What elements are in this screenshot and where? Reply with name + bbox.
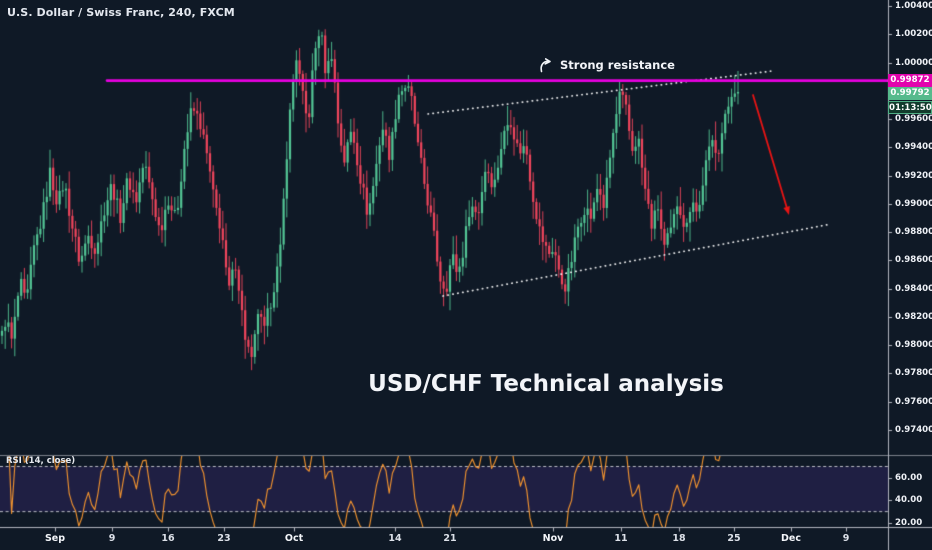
time-tick-label: 23 [217,533,231,544]
watermark-text: USD/CHF Technical analysis [368,371,724,397]
time-tick-label: Sep [44,533,66,544]
price-tick-label: 0.98600 [895,255,932,266]
countdown-badge: 01:13:50 [888,100,932,114]
price-axis[interactable]: 0.99872 0.99792 01:13:50 1.00400 1.00200 1… [888,0,932,550]
time-tick-label: 25 [727,533,741,544]
time-tick-label: Oct [284,533,304,544]
time-tick-label: 11 [614,533,628,544]
time-tick-label: 9 [108,533,116,544]
resistance-price-badge[interactable]: 0.99872 [888,74,932,88]
price-tick-label: 0.97800 [895,368,932,379]
time-tick-label: 9 [842,533,850,544]
time-tick-label: 16 [161,533,175,544]
price-tick-label: 0.99600 [895,114,932,125]
hand-drawn-arrow-icon [540,58,551,73]
time-tick-label: 21 [443,533,457,544]
time-tick-label: Nov [542,533,564,544]
price-tick-label: 0.98400 [895,283,932,294]
price-tick-label: 0.99000 [895,198,932,209]
price-tick-label: 0.97600 [895,396,932,407]
price-tick-label: 0.98000 [895,340,932,351]
strong-resistance-label: Strong resistance [560,57,675,72]
price-tick-label: 1.00400 [895,1,932,11]
price-tick-label: 0.98200 [895,311,932,322]
price-tick-label: 0.98800 [895,227,932,238]
time-tick-label: 14 [388,533,402,544]
time-tick-label: Dec [781,533,801,544]
rsi-tick-label: 40.00 [895,495,923,506]
price-tick-label: 1.00000 [895,57,932,68]
rsi-tick-label: 20.00 [895,517,923,528]
price-tick-label: 0.99200 [895,170,932,181]
rsi-tick-label: 60.00 [895,472,923,483]
symbol-title[interactable]: U.S. Dollar / Swiss Franc, 240, FXCM [7,6,235,19]
rsi-indicator-label[interactable]: RSI (14, close) [6,456,76,466]
price-tick-label: 1.00200 [895,29,932,40]
strong-resistance-annotation[interactable]: Strong resistance [538,55,675,74]
price-tick-label: 0.97400 [895,424,932,435]
price-tick-label: 0.99400 [895,142,932,153]
last-price-badge: 0.99792 [888,86,932,100]
time-axis[interactable]: Sep 9 16 23 Oct 14 21 Nov 11 18 25 Dec 9 [0,528,888,550]
time-tick-label: 18 [672,533,686,544]
